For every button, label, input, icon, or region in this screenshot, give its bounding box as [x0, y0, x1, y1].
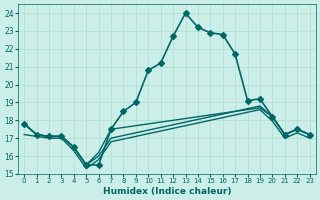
X-axis label: Humidex (Indice chaleur): Humidex (Indice chaleur) — [103, 187, 231, 196]
